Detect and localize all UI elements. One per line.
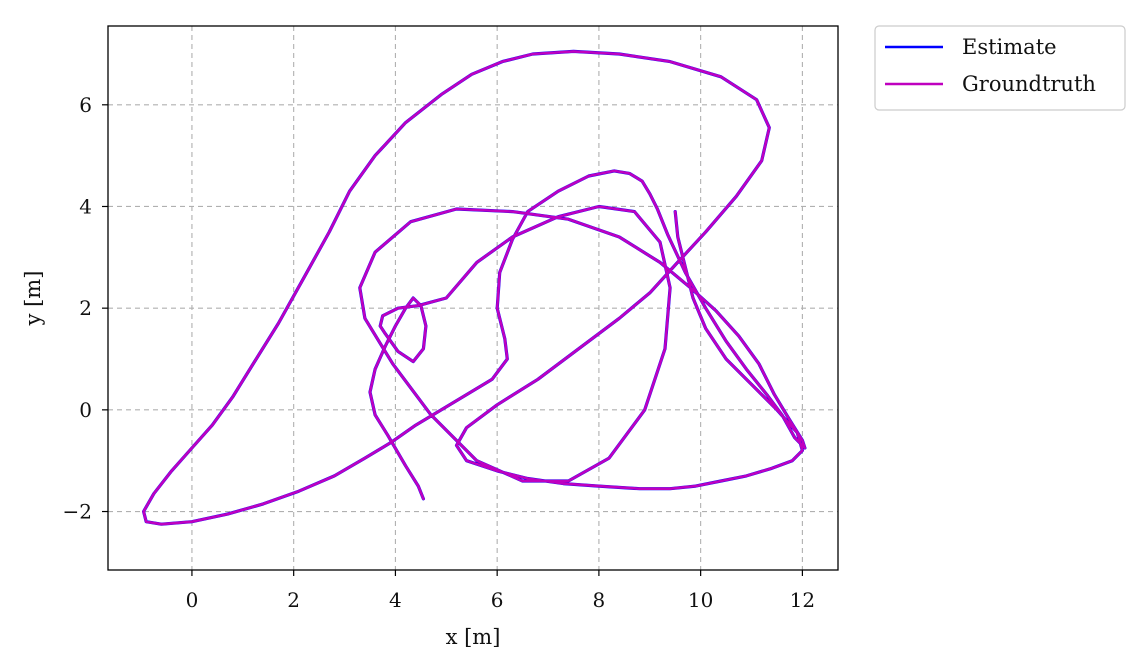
x-tick-label: 12: [790, 588, 815, 612]
plot-frame: [107, 25, 839, 571]
x-axis-label: x [m]: [446, 625, 501, 649]
series-line-groundtruth: [142, 50, 807, 526]
y-tick-label: 6: [79, 93, 92, 117]
legend: Estimate Groundtruth: [874, 25, 1126, 111]
x-tick-label: 0: [186, 588, 199, 612]
y-axis-label: y [m]: [21, 271, 45, 327]
y-tick-label: −2: [63, 500, 92, 524]
legend-label-estimate: Estimate: [962, 35, 1057, 59]
y-tick-label: 4: [79, 194, 92, 218]
y-tick-label: 2: [79, 296, 92, 320]
x-tick-label: 10: [688, 588, 713, 612]
series-layer: [142, 49, 807, 526]
x-tick-label: 6: [491, 588, 504, 612]
y-tick-label: 0: [79, 398, 92, 422]
x-tick-label: 2: [287, 588, 300, 612]
legend-label-groundtruth: Groundtruth: [962, 72, 1096, 96]
x-tick-label: 4: [389, 588, 402, 612]
ticks: 0 2 4 6 8 10 12 −2 0 2 4 6: [63, 93, 816, 612]
x-tick-label: 8: [593, 588, 606, 612]
